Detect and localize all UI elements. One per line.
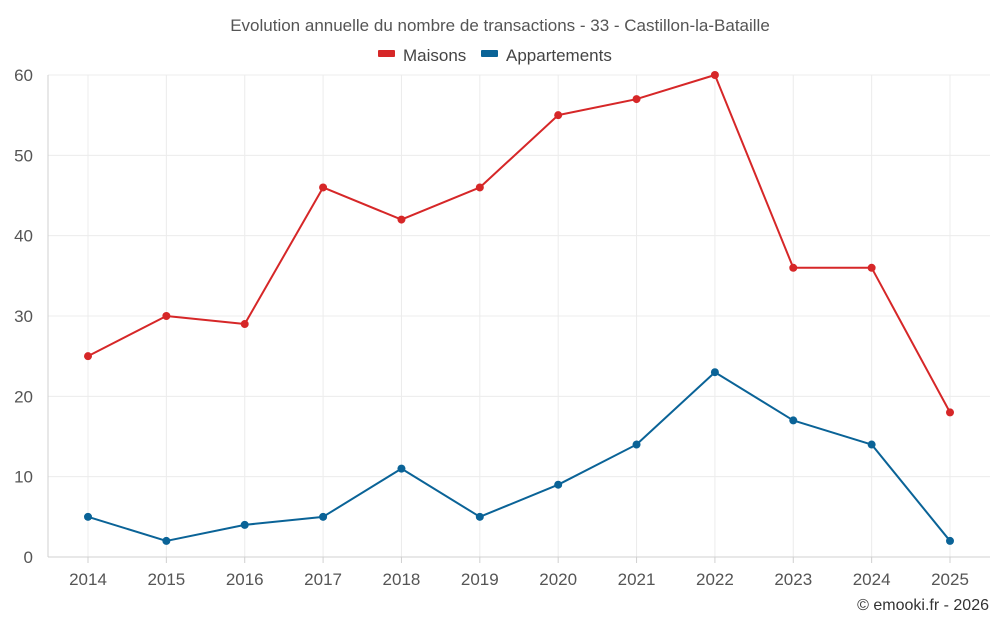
x-tick-label: 2025 <box>931 570 969 589</box>
data-point-appartements-2024[interactable] <box>867 440 876 449</box>
data-point-maisons-2020[interactable] <box>554 111 563 120</box>
data-point-maisons-2017[interactable] <box>319 183 328 192</box>
chart-title: Evolution annuelle du nombre de transact… <box>230 16 770 35</box>
data-point-maisons-2021[interactable] <box>632 95 641 104</box>
x-tick-label: 2014 <box>69 570 107 589</box>
x-tick-label: 2021 <box>618 570 656 589</box>
data-point-maisons-2015[interactable] <box>162 312 171 320</box>
data-point-maisons-2016[interactable] <box>240 320 249 329</box>
x-tick-label: 2015 <box>147 570 185 589</box>
data-point-appartements-2016[interactable] <box>240 520 249 529</box>
credit-text: © emooki.fr - 2026 <box>857 597 989 614</box>
x-tick-label: 2019 <box>461 570 499 589</box>
data-point-maisons-2019[interactable] <box>475 183 484 192</box>
series-line-appartements <box>87 371 951 542</box>
data-point-maisons-2023[interactable] <box>789 263 798 272</box>
data-point-appartements-2022[interactable] <box>710 368 719 377</box>
x-axis-ticks: 2014 2015 2016 2017 2018 2019 2020 2021 2022 2023… <box>69 570 969 589</box>
data-point-appartements-2021[interactable] <box>632 440 641 449</box>
x-tick-label: 2017 <box>304 570 342 589</box>
data-point-appartements-2015[interactable] <box>162 536 171 545</box>
data-point-maisons-2024[interactable] <box>867 263 876 272</box>
x-tick-label: 2024 <box>853 570 891 589</box>
y-tick-label: 10 <box>14 468 33 487</box>
x-tick-label: 2023 <box>774 570 812 589</box>
data-point-maisons-2018[interactable] <box>397 215 406 224</box>
data-point-appartements-2018[interactable] <box>397 464 406 473</box>
data-point-appartements-2017[interactable] <box>319 512 328 521</box>
legend-swatch-appartements[interactable] <box>481 50 498 57</box>
legend-swatch-maisons[interactable] <box>378 50 395 57</box>
y-tick-label: 0 <box>24 548 33 567</box>
data-point-appartements-2014[interactable] <box>84 512 92 521</box>
x-tick-label: 2022 <box>696 570 734 589</box>
x-tick-label: 2020 <box>539 570 577 589</box>
legend-label-maisons[interactable]: Maisons <box>403 46 466 65</box>
y-tick-label: 20 <box>14 387 33 406</box>
data-point-maisons-2014[interactable] <box>84 352 92 361</box>
x-tick-label: 2016 <box>226 570 264 589</box>
data-point-maisons-2022[interactable] <box>710 71 719 79</box>
data-point-appartements-2020[interactable] <box>554 480 563 489</box>
legend: Maisons Appartements <box>378 46 612 65</box>
y-tick-label: 60 <box>14 66 33 85</box>
legend-label-appartements[interactable]: Appartements <box>506 46 612 65</box>
y-tick-label: 40 <box>14 227 33 246</box>
y-tick-label: 30 <box>14 307 33 326</box>
series-line-maisons <box>87 74 951 413</box>
data-point-maisons-2025[interactable] <box>946 408 954 417</box>
y-axis-ticks: 0 10 20 30 40 50 60 <box>14 66 33 567</box>
data-point-appartements-2023[interactable] <box>789 416 798 425</box>
grid <box>48 74 990 557</box>
x-tick-label: 2018 <box>383 570 421 589</box>
y-tick-label: 50 <box>14 146 33 165</box>
series <box>84 71 954 545</box>
data-point-appartements-2019[interactable] <box>475 512 484 521</box>
data-point-appartements-2025[interactable] <box>946 536 954 545</box>
axes <box>47 75 990 563</box>
